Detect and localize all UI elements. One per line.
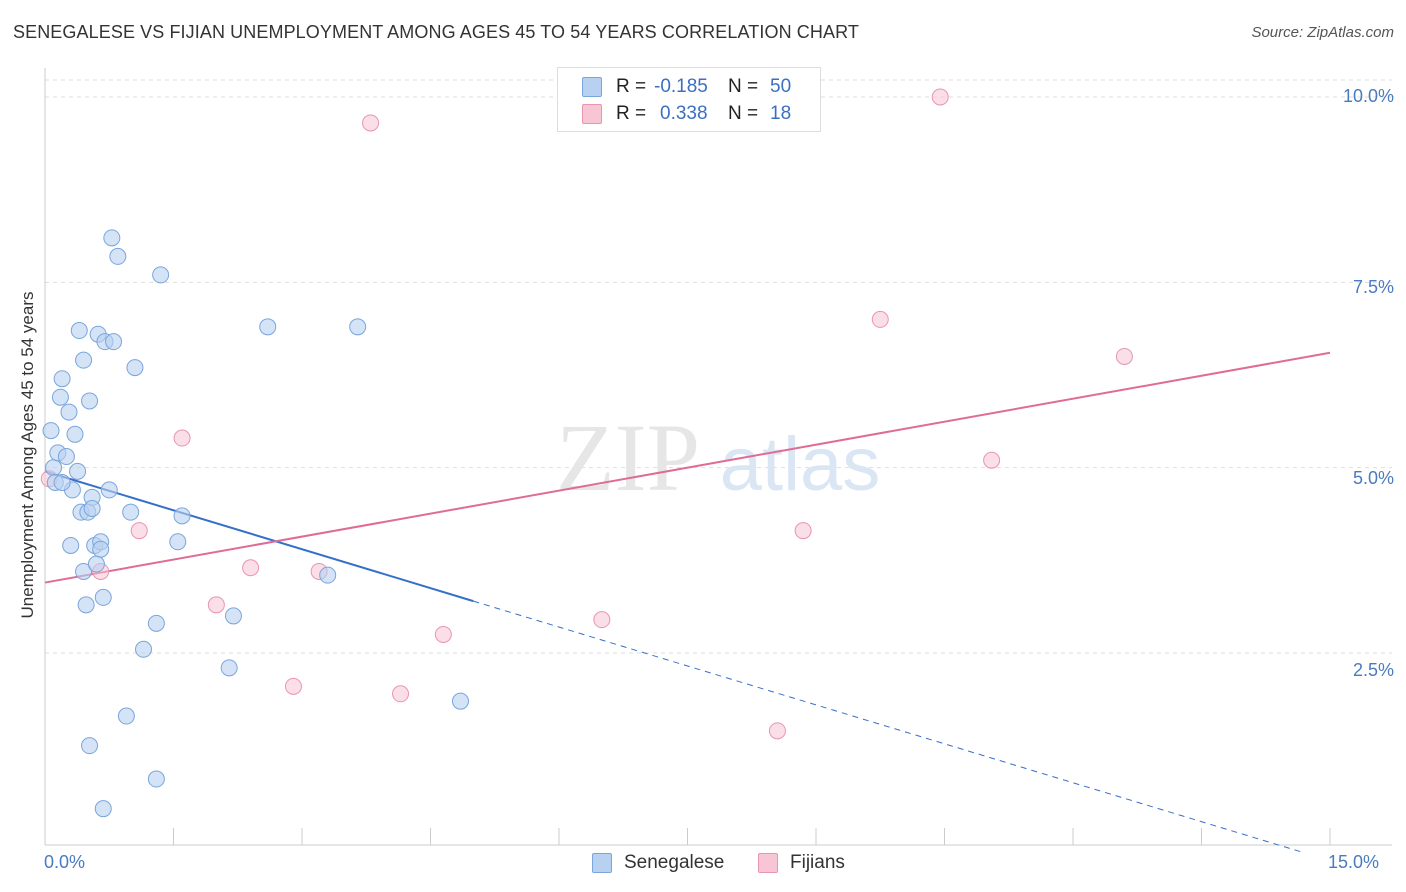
trend-line-fijians <box>44 351 1331 584</box>
bottom-legend-senegalese[interactable]: Senegalese <box>592 852 724 874</box>
point-senegalese-30 <box>105 333 123 351</box>
point-fijians-10 <box>434 625 452 643</box>
point-senegalese-39 <box>169 533 187 551</box>
point-senegalese-31 <box>109 247 127 265</box>
point-senegalese-15 <box>75 351 93 369</box>
point-senegalese-45 <box>349 318 367 336</box>
data-points <box>40 88 1133 818</box>
legend-swatch-fijians <box>582 104 602 124</box>
legend-n-value-fijians: 18 <box>770 103 792 124</box>
point-senegalese-43 <box>259 318 277 336</box>
axes <box>44 68 1392 846</box>
point-senegalese-44 <box>319 566 337 584</box>
point-senegalese-33 <box>122 503 140 521</box>
legend-r-label: R = <box>616 103 647 124</box>
legend-row-fijians: R = 0.338 N = 18 <box>582 102 800 126</box>
point-senegalese-29 <box>103 229 121 247</box>
point-senegalese-35 <box>135 640 153 658</box>
point-fijians-13 <box>794 522 812 540</box>
point-senegalese-16 <box>77 596 95 614</box>
point-senegalese-49 <box>92 540 110 558</box>
point-senegalese-40 <box>173 507 191 525</box>
legend-r-value-fijians: 0.338 <box>660 103 708 124</box>
bottom-swatch-senegalese <box>592 853 612 873</box>
point-senegalese-8 <box>62 537 80 555</box>
point-senegalese-10 <box>66 425 84 443</box>
source-label: Source: ZipAtlas.com <box>1251 24 1394 41</box>
point-senegalese-25 <box>94 588 112 606</box>
legend-row-senegalese: R = -0.185 N = 50 <box>582 75 800 99</box>
point-fijians-9 <box>392 685 410 703</box>
point-fijians-6 <box>284 677 302 695</box>
point-fijians-14 <box>871 310 889 328</box>
point-fijians-8 <box>362 114 380 132</box>
legend-n-value-senegalese: 50 <box>770 76 792 97</box>
x-tick-max: 15.0% <box>1328 852 1380 872</box>
point-senegalese-34 <box>126 359 144 377</box>
point-senegalese-19 <box>81 392 99 410</box>
point-senegalese-42 <box>224 607 242 625</box>
point-fijians-11 <box>593 611 611 629</box>
point-senegalese-1 <box>45 459 63 477</box>
trend-line-senegalese-extension <box>473 600 1305 854</box>
point-senegalese-14 <box>75 562 93 580</box>
point-senegalese-41 <box>220 659 238 677</box>
point-senegalese-7 <box>60 403 78 421</box>
y-tick-5: 5.0% <box>1352 468 1394 488</box>
point-senegalese-0 <box>42 422 60 440</box>
legend-r-value-senegalese: -0.185 <box>654 76 708 97</box>
y-tick-7-5: 7.5% <box>1352 277 1394 297</box>
bottom-swatch-fijians <box>758 853 778 873</box>
point-senegalese-48 <box>83 499 101 517</box>
point-fijians-3 <box>173 429 191 447</box>
watermark: ZIP atlas <box>556 404 880 511</box>
point-fijians-2 <box>130 522 148 540</box>
point-fijians-17 <box>1115 347 1133 365</box>
point-senegalese-11 <box>69 462 87 480</box>
point-senegalese-18 <box>81 737 99 755</box>
point-senegalese-28 <box>100 481 118 499</box>
legend-r-label: R = <box>616 76 647 97</box>
legend-n-label: N = <box>728 76 759 97</box>
x-tick-min: 0.0% <box>44 852 86 872</box>
point-senegalese-36 <box>147 770 165 788</box>
point-fijians-5 <box>242 559 260 577</box>
point-senegalese-22 <box>87 555 105 573</box>
bottom-legend-label-fijians: Fijians <box>790 852 845 873</box>
legend-swatch-senegalese <box>582 77 602 97</box>
watermark-zip: ZIP <box>556 404 700 511</box>
bottom-legend-fijians[interactable]: Fijians <box>758 852 845 874</box>
point-fijians-4 <box>207 596 225 614</box>
point-senegalese-38 <box>152 266 170 284</box>
point-senegalese-47 <box>53 473 71 491</box>
y-tick-2-5: 2.5% <box>1352 660 1394 680</box>
legend-n-label: N = <box>728 103 759 124</box>
bottom-legend-label-senegalese: Senegalese <box>624 852 725 873</box>
watermark-atlas: atlas <box>720 422 881 507</box>
y-tick-10: 10.0% <box>1342 86 1394 106</box>
point-senegalese-46 <box>451 692 469 710</box>
point-senegalese-26 <box>94 800 112 818</box>
point-senegalese-37 <box>147 614 165 632</box>
correlation-legend: R = -0.185 N = 50 R = 0.338 N = 18 <box>557 67 821 132</box>
point-senegalese-12 <box>70 322 88 340</box>
point-fijians-12 <box>768 722 786 740</box>
point-senegalese-32 <box>117 707 135 725</box>
point-fijians-15 <box>931 88 949 106</box>
point-senegalese-5 <box>53 370 71 388</box>
chart-title: SENEGALESE VS FIJIAN UNEMPLOYMENT AMONG … <box>13 22 859 42</box>
point-senegalese-6 <box>57 448 75 466</box>
point-senegalese-4 <box>51 388 69 406</box>
point-fijians-16 <box>983 451 1001 469</box>
